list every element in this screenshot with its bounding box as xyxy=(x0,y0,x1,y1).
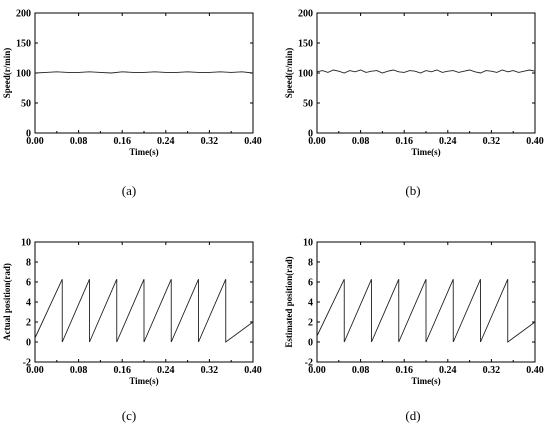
x-tick-label: 0.24 xyxy=(439,365,457,376)
y-axis-label: Actual position(rad) xyxy=(2,263,12,341)
x-tick-label: 0.08 xyxy=(70,136,88,147)
x-tick-label: 0.16 xyxy=(113,136,131,147)
x-tick-label: 0.08 xyxy=(70,365,88,376)
x-tick-label: 0.32 xyxy=(201,136,219,147)
x-tick-label: 0.24 xyxy=(157,365,175,376)
x-axis-label: Time(s) xyxy=(411,147,440,157)
y-tick-label: 100 xyxy=(16,69,31,80)
x-tick-label: 0.32 xyxy=(483,136,501,147)
y-tick-label: -2 xyxy=(23,358,31,369)
y-tick-label: 6 xyxy=(26,278,31,289)
y-tick-label: 8 xyxy=(308,258,313,269)
x-tick-label: 0.16 xyxy=(395,136,413,147)
plot-frame xyxy=(34,12,254,134)
y-axis-label: Speed(r/min) xyxy=(284,48,294,99)
x-tick-label: 0.00 xyxy=(26,136,44,147)
y-tick-label: 200 xyxy=(298,9,313,20)
y-tick-label: 2 xyxy=(26,318,31,329)
y-tick-label: 100 xyxy=(298,69,313,80)
chart-panel-4: 0.00 0.08 0.16 0.24 0.32 0.40 -2 0 2 4 6 8 10 Time(s)… xyxy=(284,238,544,424)
series-line xyxy=(316,69,536,74)
x-tick-label: 0.08 xyxy=(352,365,370,376)
x-tick-label: 0.00 xyxy=(308,136,326,147)
x-tick-label: 0.16 xyxy=(395,365,413,376)
y-axis-label: Estimated position(rad) xyxy=(284,256,294,347)
x-tick-label: 0.40 xyxy=(526,136,544,147)
y-tick-label: -2 xyxy=(305,358,313,369)
x-tick-label: 0.24 xyxy=(157,136,175,147)
panel-caption: (c) xyxy=(122,408,136,423)
x-axis-label: Time(s) xyxy=(129,376,158,386)
series-line xyxy=(34,279,254,343)
y-tick-label: 50 xyxy=(303,99,313,110)
y-axis-label: Speed(r/min) xyxy=(2,48,12,99)
y-tick-label: 0 xyxy=(26,129,31,140)
y-tick-label: 0 xyxy=(26,338,31,349)
y-tick-label: 4 xyxy=(26,298,31,309)
series-line xyxy=(34,71,254,74)
x-tick-label: 0.08 xyxy=(352,136,370,147)
panel-caption: (b) xyxy=(405,183,420,198)
x-tick-label: 0.24 xyxy=(439,136,457,147)
x-tick-label: 0.00 xyxy=(26,365,44,376)
y-tick-label: 2 xyxy=(308,318,313,329)
y-tick-label: 200 xyxy=(16,9,31,20)
y-tick-label: 150 xyxy=(298,39,313,50)
panel-caption: (d) xyxy=(405,408,420,423)
y-tick-label: 0 xyxy=(308,338,313,349)
chart-panel-1: 0.00 0.08 0.16 0.24 0.32 0.40 0 50 100 150 200 Time… xyxy=(2,9,262,199)
panel-caption: (a) xyxy=(122,183,136,198)
x-tick-label: 0.40 xyxy=(244,365,262,376)
x-tick-label: 0.32 xyxy=(201,365,219,376)
y-tick-label: 0 xyxy=(308,129,313,140)
y-tick-label: 6 xyxy=(308,278,313,289)
x-tick-label: 0.16 xyxy=(113,365,131,376)
y-tick-label: 10 xyxy=(21,238,31,249)
series-line xyxy=(316,279,536,343)
chart-panel-2: 0.00 0.08 0.16 0.24 0.32 0.40 0 50 100 150 200 Time… xyxy=(284,9,544,199)
x-axis-label: Time(s) xyxy=(129,147,158,157)
y-tick-label: 150 xyxy=(16,39,31,50)
y-tick-label: 10 xyxy=(303,238,313,249)
x-tick-label: 0.40 xyxy=(526,365,544,376)
y-tick-label: 8 xyxy=(26,258,31,269)
x-axis-label: Time(s) xyxy=(411,376,440,386)
y-tick-label: 4 xyxy=(308,298,313,309)
plot-frame xyxy=(316,12,536,134)
chart-panel-3: 0.00 0.08 0.16 0.24 0.32 0.40 -2 0 2 4 6 8 10 Time(s)… xyxy=(2,238,262,424)
y-tick-label: 50 xyxy=(21,99,31,110)
x-tick-label: 0.32 xyxy=(483,365,501,376)
x-tick-label: 0.40 xyxy=(244,136,262,147)
x-tick-label: 0.00 xyxy=(308,365,326,376)
